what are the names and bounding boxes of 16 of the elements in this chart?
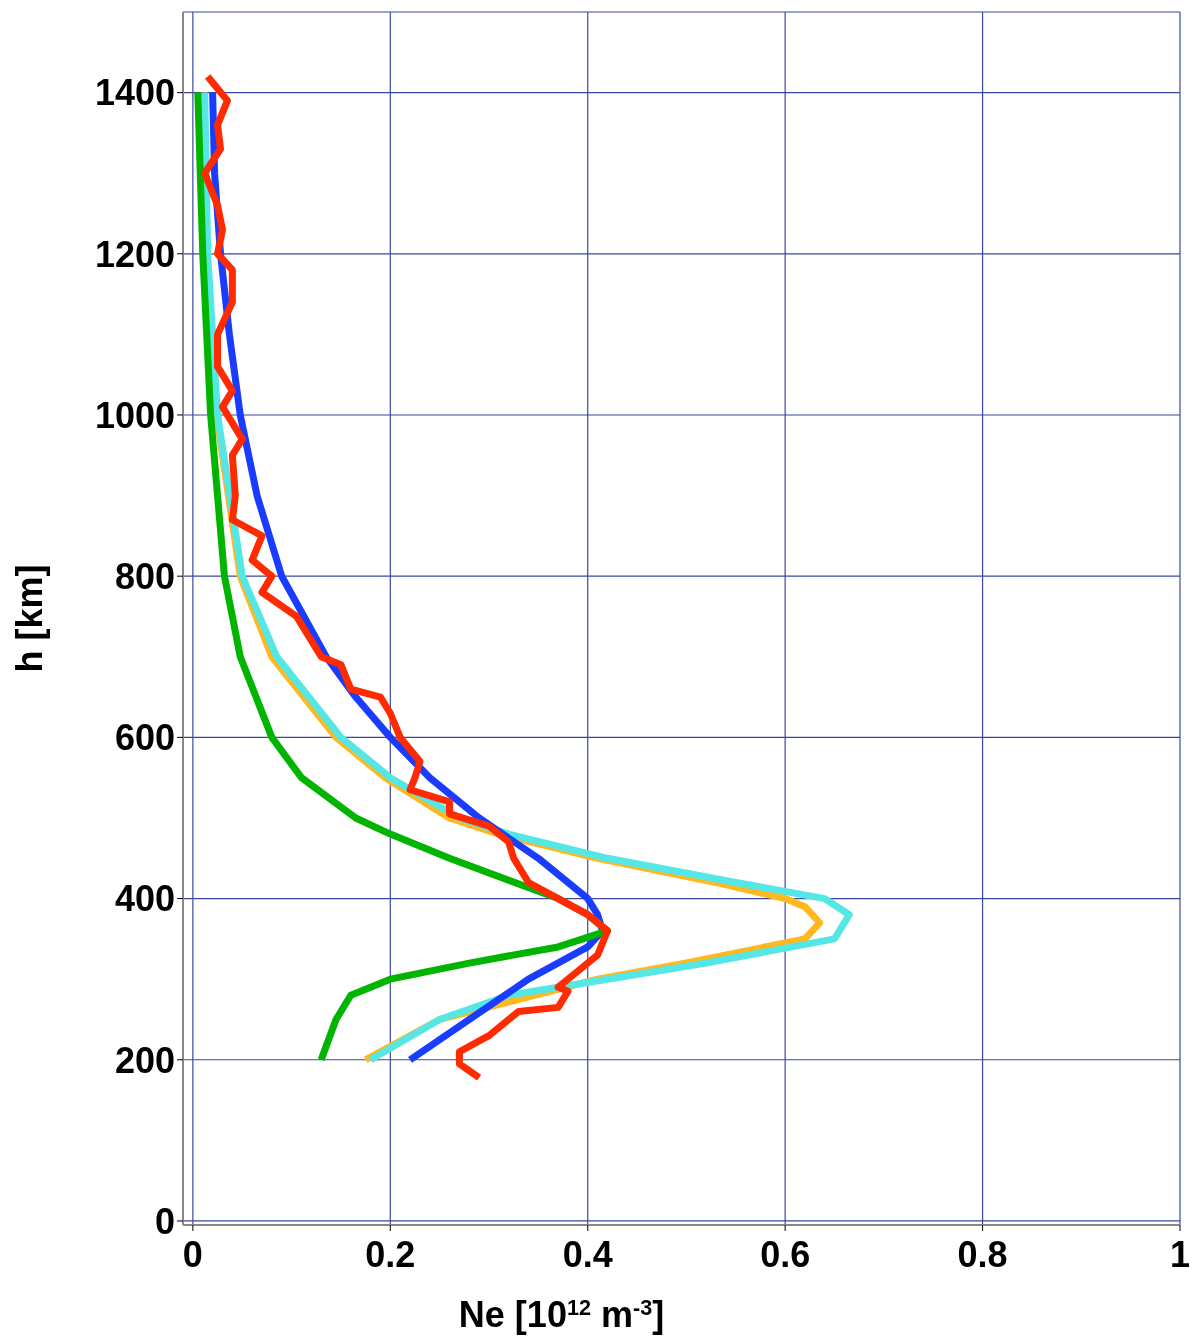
x-tick-label: 0 [182,1233,203,1275]
y-tick-label: 1200 [94,233,175,275]
y-tick-label: 200 [114,1039,175,1081]
y-tick-label: 800 [114,555,175,597]
y-tick-label: 600 [114,717,175,759]
x-tick-label: 0.4 [562,1233,613,1275]
x-tick-label: 1 [1169,1233,1191,1275]
y-tick-label: 1400 [94,72,175,114]
y-tick-label: 0 [154,1200,175,1242]
y-axis-title: h [km] [9,564,50,673]
y-tick-label: 1000 [94,394,175,436]
x-tick-label: 0.8 [957,1233,1008,1275]
x-tick-label: 0.6 [760,1233,811,1275]
x-axis-title: Ne [10$^{12}$ m$^{-3}$] [458,1294,665,1335]
x-tick-label: 0.2 [365,1233,416,1275]
y-tick-label: 400 [114,878,175,920]
